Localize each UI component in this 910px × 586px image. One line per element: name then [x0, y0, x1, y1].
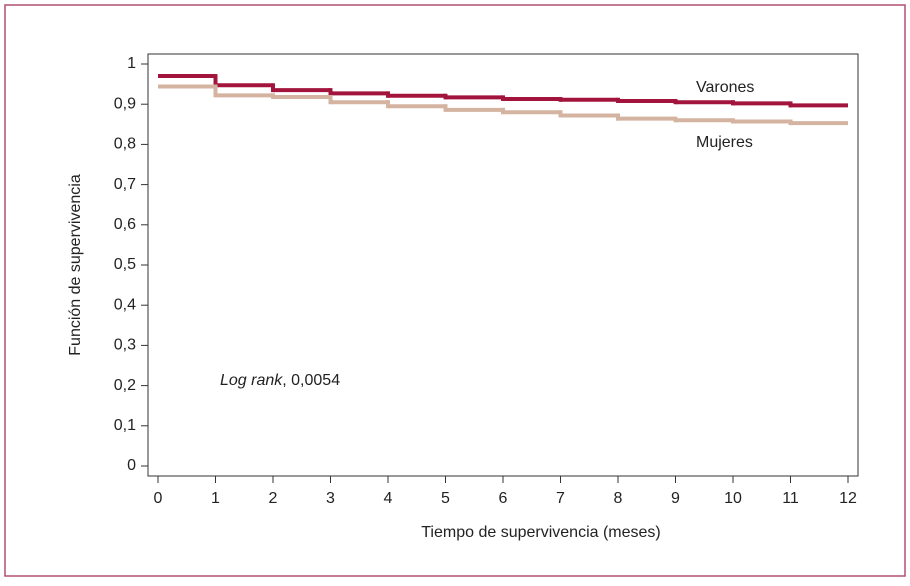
- y-tick-label: 0,9: [114, 95, 136, 112]
- series-label: Mujeres: [696, 134, 753, 151]
- y-tick-label: 0,2: [114, 377, 136, 394]
- x-tick-label: 12: [839, 490, 857, 507]
- x-axis-label: Tiempo de supervivencia (meses): [421, 524, 661, 541]
- x-tick-label: 7: [556, 490, 565, 507]
- annotation: Log rank, 0,0054: [220, 372, 340, 389]
- x-tick-label: 1: [211, 490, 220, 507]
- y-tick-label: 0,5: [114, 256, 136, 273]
- y-tick-label: 0,1: [114, 417, 136, 434]
- y-tick-label: 0: [127, 457, 136, 474]
- x-tick-label: 10: [724, 490, 742, 507]
- x-tick-label: 6: [499, 490, 508, 507]
- x-tick-label: 8: [614, 490, 623, 507]
- x-tick-label: 9: [671, 490, 680, 507]
- x-tick-label: 4: [384, 490, 393, 507]
- x-tick-label: 11: [782, 490, 799, 507]
- frame: [4, 4, 906, 577]
- y-tick-label: 0,4: [114, 296, 136, 313]
- annotation-text: , 0,0054: [282, 372, 340, 389]
- y-tick-label: 0,8: [114, 136, 136, 153]
- annotation-italic: Log rank: [220, 372, 283, 389]
- y-tick-label: 0,7: [114, 176, 136, 193]
- x-tick-label: 2: [269, 490, 278, 507]
- y-tick-label: 0,6: [114, 216, 136, 233]
- x-tick-label: 3: [326, 490, 335, 507]
- plot-frame: [147, 53, 859, 477]
- y-tick-label: 1: [127, 55, 136, 72]
- x-tick-label: 5: [441, 490, 450, 507]
- series-label: Varones: [696, 79, 754, 96]
- y-tick-label: 0,3: [114, 337, 136, 354]
- x-tick-label: 0: [154, 490, 163, 507]
- y-axis-label: Función de supervivencia: [67, 174, 84, 356]
